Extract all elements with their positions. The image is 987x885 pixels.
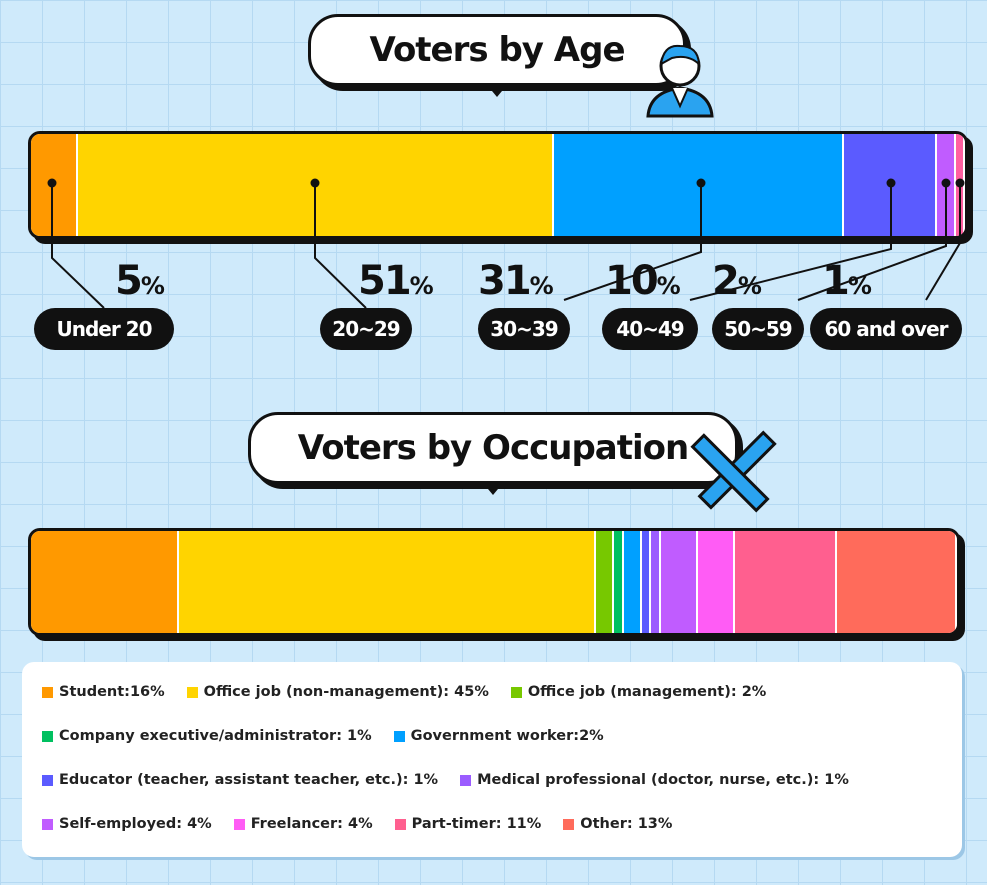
occupation-segment	[595, 531, 615, 633]
occupation-segment	[697, 531, 735, 633]
age-pct-label: 10%	[605, 258, 681, 304]
legend-swatch	[186, 686, 198, 698]
legend-row: Company executive/administrator: 1% Gover…	[42, 728, 604, 744]
occupation-segment	[31, 531, 180, 633]
occupation-segment	[836, 531, 957, 633]
legend-item: Student:16%	[42, 684, 165, 700]
legend-item: Office job (management): 2%	[510, 684, 767, 700]
legend-swatch	[563, 818, 575, 830]
legend-item: Other: 13%	[563, 816, 672, 832]
legend-label: Freelancer: 4%	[250, 816, 373, 832]
legend-label: Government worker:2%	[410, 728, 604, 744]
legend-swatch	[42, 730, 53, 742]
age-category-label: 30~39	[478, 308, 570, 350]
leader-line	[797, 183, 947, 301]
legend-swatch	[42, 818, 53, 830]
leader-line	[563, 183, 702, 301]
legend: Student:16% Office job (non-management): …	[22, 662, 962, 857]
occupation-segment	[614, 531, 624, 633]
legend-label: Student:16%	[59, 684, 165, 700]
age-pct-label: 2%	[712, 258, 762, 304]
leader-line	[314, 183, 367, 309]
legend-item: Freelancer: 4%	[233, 816, 373, 832]
occupation-bar	[28, 528, 960, 636]
age-pct-label: 31%	[478, 258, 554, 304]
legend-label: Self-employed: 4%	[59, 816, 212, 832]
occupation-segment	[651, 531, 661, 633]
legend-row: Self-employed: 4% Freelancer: 4% Part-time…	[42, 816, 672, 832]
occupation-segment	[660, 531, 698, 633]
occupation-title: Voters by Occupation	[248, 412, 738, 495]
legend-swatch	[510, 686, 522, 698]
legend-row: Educator (teacher, assistant teacher, et…	[42, 772, 849, 788]
legend-swatch	[460, 774, 472, 786]
legend-item: Company executive/administrator: 1%	[42, 728, 372, 744]
legend-item: Self-employed: 4%	[42, 816, 212, 832]
age-category-label: 50~59	[712, 308, 804, 350]
legend-label: Educator (teacher, assistant teacher, et…	[59, 772, 439, 788]
age-pct-label: 51%	[358, 258, 434, 304]
legend-row: Student:16% Office job (non-management): …	[42, 684, 766, 700]
age-category-label: 40~49	[602, 308, 698, 350]
legend-swatch	[393, 730, 405, 742]
age-category-label: Under 20	[34, 308, 174, 350]
legend-label: Office job (non-management): 45%	[203, 684, 489, 700]
occupation-segment	[623, 531, 643, 633]
legend-item: Part-timer: 11%	[394, 816, 542, 832]
age-category-label: 20~29	[320, 308, 412, 350]
legend-swatch	[42, 686, 53, 698]
leader-line	[689, 183, 892, 301]
person-icon	[646, 44, 714, 118]
age-title: Voters by Age	[308, 14, 686, 97]
legend-swatch	[42, 774, 53, 786]
legend-swatch	[394, 818, 406, 830]
occupation-segment	[179, 531, 596, 633]
leader-lines	[47, 178, 965, 309]
legend-label: Office job (management): 2%	[527, 684, 767, 700]
leader-line	[925, 183, 961, 301]
legend-item: Government worker:2%	[393, 728, 604, 744]
leader-line	[51, 183, 105, 309]
legend-swatch	[233, 818, 245, 830]
legend-item: Medical professional (doctor, nurse, etc…	[460, 772, 849, 788]
occupation-segment	[734, 531, 837, 633]
legend-label: Other: 13%	[580, 816, 673, 832]
legend-label: Company executive/administrator: 1%	[59, 728, 372, 744]
age-pct-label: 1%	[822, 258, 872, 304]
age-category-label: 60 and over	[810, 308, 962, 350]
legend-label: Medical professional (doctor, nurse, etc…	[477, 772, 849, 788]
legend-label: Part-timer: 11%	[411, 816, 542, 832]
occupation-segment	[642, 531, 652, 633]
age-pct-label: 5%	[115, 258, 165, 304]
legend-item: Educator (teacher, assistant teacher, et…	[42, 772, 438, 788]
legend-item: Office job (non-management): 45%	[186, 684, 489, 700]
pencil-cross-icon	[690, 430, 777, 513]
